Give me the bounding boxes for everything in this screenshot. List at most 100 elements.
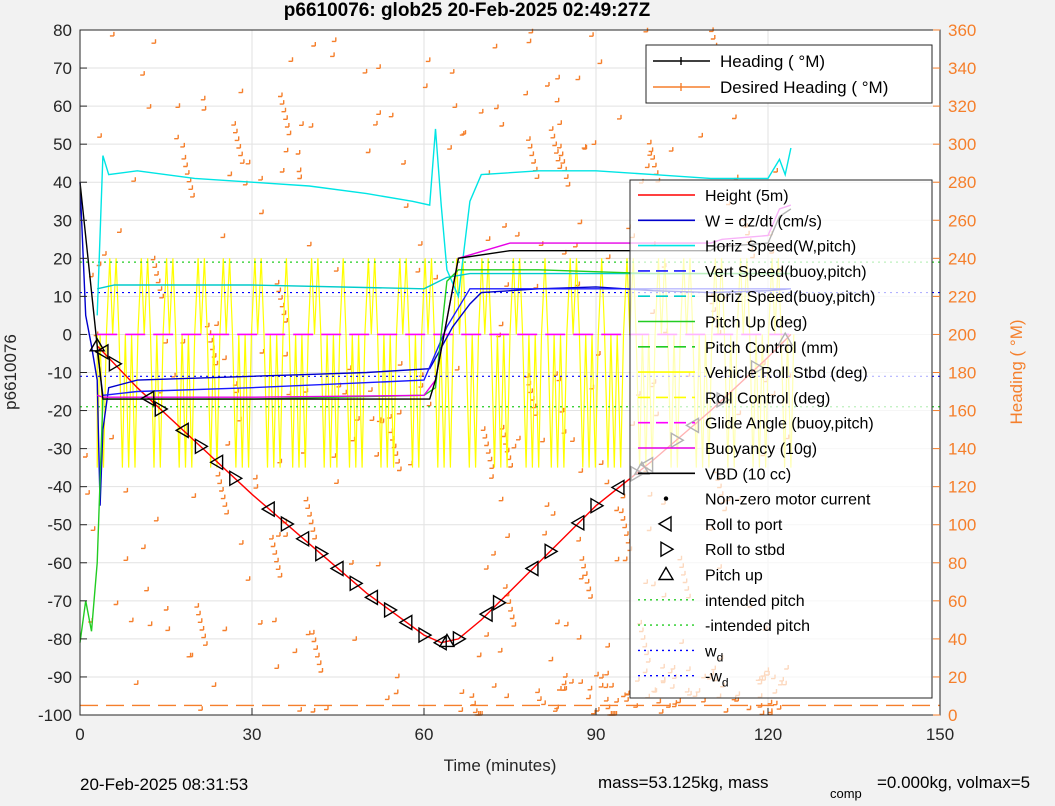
legend-main-label: Roll to stbd bbox=[705, 542, 785, 559]
heading-mark bbox=[604, 670, 609, 676]
y-right-tick-label: 340 bbox=[948, 59, 976, 78]
heading-mark bbox=[508, 463, 513, 468]
y-right-tick-label: 260 bbox=[948, 211, 976, 230]
heading-mark bbox=[272, 617, 277, 623]
y-right-tick-label: 100 bbox=[948, 516, 976, 535]
heading-mark bbox=[499, 122, 505, 127]
heading-mark bbox=[484, 441, 489, 447]
heading-mark bbox=[563, 621, 569, 627]
heading-mark bbox=[491, 550, 496, 556]
legend-swatch bbox=[660, 540, 675, 558]
heading-mark bbox=[578, 468, 584, 473]
heading-mark bbox=[307, 511, 312, 517]
heading-mark bbox=[575, 75, 581, 81]
heading-mark bbox=[183, 162, 188, 168]
heading-mark bbox=[545, 82, 550, 87]
legend-main-label: Height (5m) bbox=[705, 188, 789, 205]
heading-mark bbox=[506, 599, 512, 604]
heading-mark bbox=[231, 121, 236, 126]
heading-mark bbox=[480, 426, 486, 431]
y-right-tick-label: 300 bbox=[948, 135, 976, 154]
heading-mark bbox=[588, 594, 593, 599]
heading-mark bbox=[586, 694, 591, 700]
legend-main-label-sub: d bbox=[722, 676, 729, 690]
heading-mark bbox=[310, 708, 316, 713]
y-right-tick-label: 360 bbox=[948, 21, 976, 40]
heading-mark bbox=[283, 147, 289, 153]
heading-mark bbox=[587, 685, 593, 691]
heading-mark bbox=[146, 104, 152, 109]
heading-mark bbox=[548, 126, 554, 131]
x-axis-label: Time (minutes) bbox=[444, 756, 557, 775]
heading-mark bbox=[211, 682, 217, 687]
heading-mark bbox=[624, 697, 629, 702]
heading-mark bbox=[535, 688, 540, 694]
heading-mark bbox=[201, 106, 207, 111]
heading-mark bbox=[537, 696, 542, 701]
heading-mark bbox=[555, 156, 561, 162]
heading-mark bbox=[224, 509, 229, 515]
heading-mark bbox=[609, 682, 614, 688]
heading-mark bbox=[203, 641, 208, 646]
y-tick-label: 0 bbox=[63, 325, 72, 344]
roll-to-port-marker bbox=[140, 390, 155, 407]
heading-mark bbox=[476, 652, 482, 658]
heading-mark bbox=[478, 108, 484, 114]
pitch-up-marker bbox=[88, 337, 106, 352]
heading-mark bbox=[516, 435, 521, 441]
roll-to-stbd-marker bbox=[418, 626, 433, 644]
heading-mark bbox=[396, 409, 402, 415]
heading-mark bbox=[220, 494, 226, 500]
heading-mark bbox=[333, 267, 339, 272]
y-tick-label: -40 bbox=[47, 478, 72, 497]
heading-mark bbox=[614, 556, 620, 562]
y-tick-label: 80 bbox=[53, 21, 72, 40]
heading-mark bbox=[458, 707, 464, 712]
heading-mark bbox=[163, 606, 169, 611]
legend-swatch bbox=[663, 496, 669, 501]
x-tick-label: 150 bbox=[926, 725, 954, 744]
heading-mark bbox=[222, 355, 227, 361]
heading-mark bbox=[258, 175, 263, 181]
heading-mark bbox=[555, 74, 560, 80]
heading-mark bbox=[447, 145, 452, 150]
heading-mark bbox=[625, 690, 630, 696]
heading-mark bbox=[283, 351, 288, 357]
legend-main-label: Non-zero motor current bbox=[705, 492, 871, 509]
heading-mark bbox=[316, 660, 322, 666]
heading-mark bbox=[113, 600, 119, 606]
legend-main-box bbox=[629, 179, 933, 699]
roll-to-stbd-marker bbox=[229, 470, 244, 487]
y-right-tick-label: 40 bbox=[948, 630, 967, 649]
heading-mark bbox=[557, 164, 563, 169]
heading-mark bbox=[369, 416, 375, 421]
heading-mark bbox=[312, 534, 317, 540]
heading-mark bbox=[165, 626, 171, 632]
heading-mark bbox=[308, 123, 314, 128]
heading-mark bbox=[109, 434, 114, 440]
heading-mark bbox=[557, 143, 562, 149]
roll-to-port-marker bbox=[570, 514, 585, 532]
heading-mark bbox=[245, 576, 251, 581]
heading-mark bbox=[504, 693, 509, 699]
y-tick-label: -20 bbox=[47, 402, 72, 421]
heading-mark bbox=[252, 474, 258, 480]
roll-to-stbd-marker bbox=[452, 630, 467, 648]
heading-mark bbox=[259, 209, 264, 215]
y-tick-label: -30 bbox=[47, 440, 72, 459]
heading-mark bbox=[299, 121, 304, 126]
heading-mark bbox=[313, 645, 318, 650]
heading-mark bbox=[560, 159, 566, 164]
heading-mark bbox=[454, 365, 460, 371]
heading-mark bbox=[484, 632, 489, 637]
heading-mark bbox=[598, 460, 604, 465]
heading-mark bbox=[586, 586, 592, 592]
y-tick-label: 70 bbox=[53, 59, 72, 78]
heading-mark bbox=[102, 251, 107, 256]
heading-mark bbox=[295, 150, 301, 155]
chart-title: p6610076: glob25 20-Feb-2025 02:49:27Z bbox=[284, 0, 651, 21]
heading-mark bbox=[238, 88, 244, 94]
heading-mark bbox=[579, 556, 585, 561]
heading-mark bbox=[514, 231, 520, 237]
y-tick-label: -70 bbox=[47, 592, 72, 611]
